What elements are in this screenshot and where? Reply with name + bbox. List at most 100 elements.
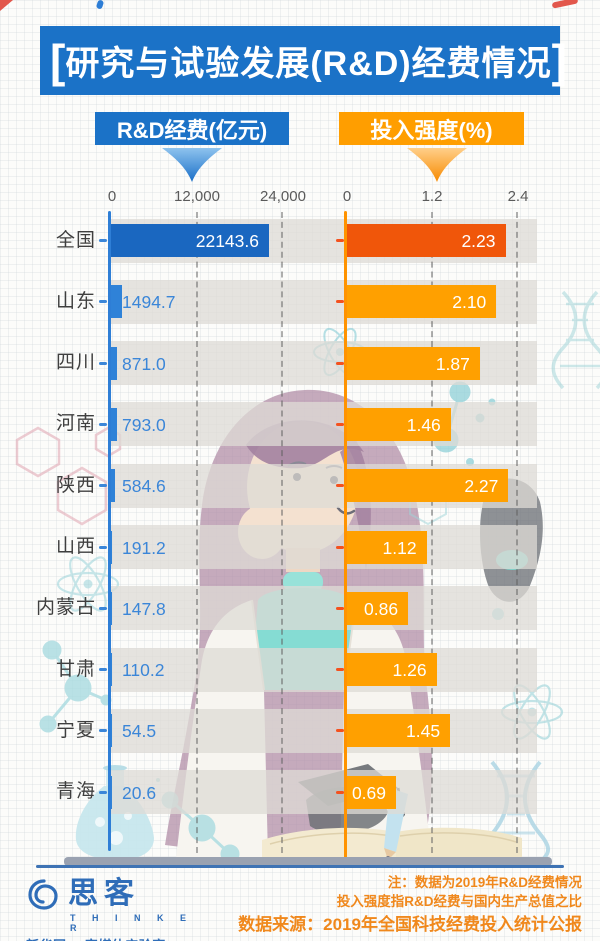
axis-tick-label: 0 (342, 188, 352, 205)
intensity-bar: 1.46 (347, 407, 451, 441)
rd-funding-bar (111, 346, 118, 380)
intensity-bar: 0.69 (347, 775, 396, 809)
intensity-value: 2.27 (464, 476, 499, 497)
row-stripe (110, 525, 537, 569)
rd-funding-value: 1494.7 (122, 292, 176, 313)
axis-tick-mark-blue (99, 790, 107, 794)
rd-funding-bar (111, 653, 113, 687)
legend-intensity: 投入强度(%) (339, 112, 524, 145)
axis-line-blue (108, 211, 111, 851)
category-label: 宁夏 (55, 719, 96, 741)
desk-illustration (64, 857, 552, 866)
axis-tick-mark-blue (99, 361, 107, 365)
chart-notes: 注：数据为2019年R&D经费情况 投入强度指R&D经费与国内生产总值之比 数据… (238, 873, 582, 937)
axis-tick-mark-orange (336, 239, 344, 242)
confetti-red-icon (0, 0, 13, 11)
axis-tick-mark-blue (99, 545, 107, 549)
axis-tick-mark-orange (336, 729, 344, 733)
rd-funding-bar (111, 285, 122, 319)
chart-row: 山东 1494.7 2.10 (0, 279, 600, 324)
rd-funding-value: 793.0 (122, 414, 166, 435)
intensity-value: 1.12 (382, 537, 417, 558)
chart-row: 内蒙古 147.8 0.86 (0, 586, 600, 631)
axis-tick-mark-orange (336, 790, 344, 794)
rd-funding-value: 22143.6 (195, 231, 259, 251)
gridline (281, 212, 283, 853)
axis-tick-mark-blue (99, 668, 107, 672)
intensity-bar: 1.26 (347, 653, 437, 687)
arrow-down-orange-icon (407, 148, 467, 182)
axis-tick-mark-blue (99, 239, 107, 242)
rd-funding-bar (111, 469, 116, 503)
intensity-bar: 1.45 (347, 714, 451, 748)
category-label: 全国 (55, 229, 96, 251)
intensity-bar: 1.87 (347, 346, 480, 380)
rd-funding-value: 147.8 (122, 598, 166, 619)
axis-tick-mark-blue (99, 729, 107, 733)
axis-tick-label: 12,000 (174, 188, 220, 205)
intensity-bar: 2.10 (347, 285, 497, 319)
chart-row: 全国 22143.6 2.23 (0, 218, 600, 263)
category-label: 山西 (55, 536, 96, 557)
note-line-1: 注：数据为2019年R&D经费情况 (387, 875, 582, 890)
rd-funding-bar (111, 407, 117, 441)
axis-tick-mark-blue (99, 606, 107, 610)
row-stripe (110, 708, 537, 753)
axis-tick-mark-orange (336, 545, 344, 549)
rd-funding-value: 110.2 (122, 660, 165, 681)
book-illustration (262, 827, 522, 858)
gridline (196, 212, 198, 853)
row-stripe (110, 647, 537, 692)
rd-funding-value: 584.6 (122, 476, 166, 497)
axis-line-orange (344, 211, 347, 859)
intensity-value: 0.86 (364, 598, 399, 619)
category-label: 河南 (55, 413, 96, 435)
category-label: 四川 (55, 352, 96, 374)
category-label: 甘肃 (55, 658, 96, 680)
rd-funding-value: 191.2 (122, 537, 166, 558)
axis-tick-mark-blue (99, 300, 107, 304)
category-label: 内蒙古 (35, 597, 96, 619)
arrow-down-blue-icon (162, 148, 222, 182)
logo-name: 思客 (68, 877, 140, 910)
rd-funding-value: 20.6 (122, 782, 157, 803)
dna-icon (551, 290, 600, 390)
logo-swirl-icon (28, 879, 58, 910)
row-stripe (110, 770, 537, 815)
axis-tick-mark-orange (336, 606, 344, 610)
axis-tick-mark-orange (336, 361, 344, 365)
rd-funding-bar (111, 530, 113, 564)
thinker-logo: 思客 T H I N K E R 新华网5G富媒体实验室 (26, 876, 196, 941)
axis-tick-label: 24,000 (260, 188, 306, 205)
intensity-value: 1.46 (406, 414, 441, 435)
chart-row: 山西 191.2 1.12 (0, 525, 600, 569)
category-label: 陕西 (55, 474, 96, 496)
category-label: 青海 (55, 781, 96, 803)
axis-tick-mark-blue (99, 484, 107, 488)
intensity-value: 2.23 (461, 231, 496, 251)
chart-row: 四川 871.0 1.87 (0, 341, 600, 386)
gridline (516, 212, 518, 853)
row-stripe (110, 402, 537, 447)
intensity-value: 0.69 (351, 782, 386, 803)
axis-tick-label: 0 (107, 188, 117, 205)
legend-rd-funding: R&D经费(亿元) (95, 112, 289, 145)
atom-icon (56, 556, 120, 612)
axis-tick-mark-orange (336, 422, 344, 426)
intensity-value: 1.45 (406, 721, 441, 742)
category-label: 山东 (55, 290, 96, 312)
title-bracket-right: ] (551, 34, 567, 87)
gridline (431, 212, 433, 853)
axis-tick-label: 2.4 (507, 188, 529, 205)
intensity-bar: 2.23 (347, 224, 506, 257)
rd-funding-bar (111, 591, 113, 625)
chart-row: 宁夏 54.5 1.45 (0, 708, 600, 753)
note-line-2: 投入强度指R&D经费与国内生产总值之比 (336, 894, 582, 909)
page-title: 研究与试验发展(R&D)经费情况 (65, 45, 552, 83)
chart-row: 甘肃 110.2 1.26 (0, 647, 600, 692)
rd-funding-bar (111, 775, 113, 809)
rd-funding-value: 871.0 (122, 353, 166, 374)
molecule-icon (39, 640, 112, 733)
